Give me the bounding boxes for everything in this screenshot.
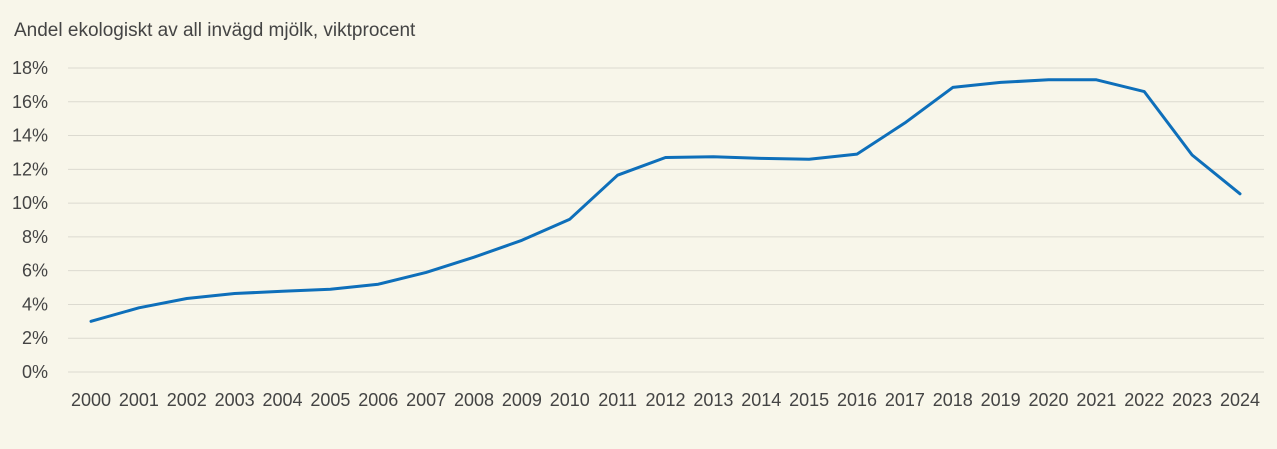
x-tick-label: 2014 <box>741 390 781 410</box>
x-tick-label: 2002 <box>167 390 207 410</box>
gridlines <box>68 67 1264 373</box>
x-tick-label: 2018 <box>933 390 973 410</box>
x-tick-label: 2006 <box>358 390 398 410</box>
chart-title: Andel ekologiskt av all invägd mjölk, vi… <box>14 20 416 41</box>
x-tick-label: 2011 <box>598 390 637 410</box>
x-tick-label: 2005 <box>310 390 350 410</box>
series-line <box>89 78 1242 323</box>
x-tick-label: 2008 <box>454 390 494 410</box>
y-tick-label: 2% <box>22 328 48 348</box>
x-tick-label: 2016 <box>837 390 877 410</box>
x-tick-label: 2012 <box>645 390 685 410</box>
y-tick-label: 10% <box>12 193 48 213</box>
plot-area <box>89 78 1242 323</box>
x-tick-label: 2000 <box>71 390 111 410</box>
y-tick-label: 4% <box>22 294 48 314</box>
x-tick-label: 2023 <box>1172 390 1212 410</box>
y-tick-label: 8% <box>22 227 48 247</box>
x-tick-label: 2010 <box>550 390 590 410</box>
y-tick-label: 0% <box>22 362 48 382</box>
x-tick-label: 2003 <box>215 390 255 410</box>
x-tick-label: 2007 <box>406 390 446 410</box>
x-axis: 2000 2001 2002 2003 2004 2005 2006 2007 2008 2009… <box>71 390 1260 410</box>
x-tick-label: 2015 <box>789 390 829 410</box>
x-tick-label: 2024 <box>1220 390 1260 410</box>
x-tick-label: 2013 <box>693 390 733 410</box>
x-tick-label: 2017 <box>885 390 925 410</box>
y-tick-label: 12% <box>12 159 48 179</box>
x-tick-label: 2022 <box>1124 390 1164 410</box>
x-tick-label: 2009 <box>502 390 542 410</box>
y-tick-label: 18% <box>12 58 48 78</box>
y-tick-label: 14% <box>12 126 48 146</box>
x-tick-label: 2001 <box>119 390 159 410</box>
x-tick-label: 2021 <box>1076 390 1116 410</box>
y-tick-label: 16% <box>12 92 48 112</box>
x-tick-label: 2004 <box>262 390 302 410</box>
x-tick-label: 2019 <box>981 390 1021 410</box>
x-tick-label: 2020 <box>1028 390 1068 410</box>
y-axis: 0% 2% 4% 6% 8% 10% 12% 14% 16% 18% <box>12 58 48 382</box>
y-tick-label: 6% <box>22 261 48 281</box>
